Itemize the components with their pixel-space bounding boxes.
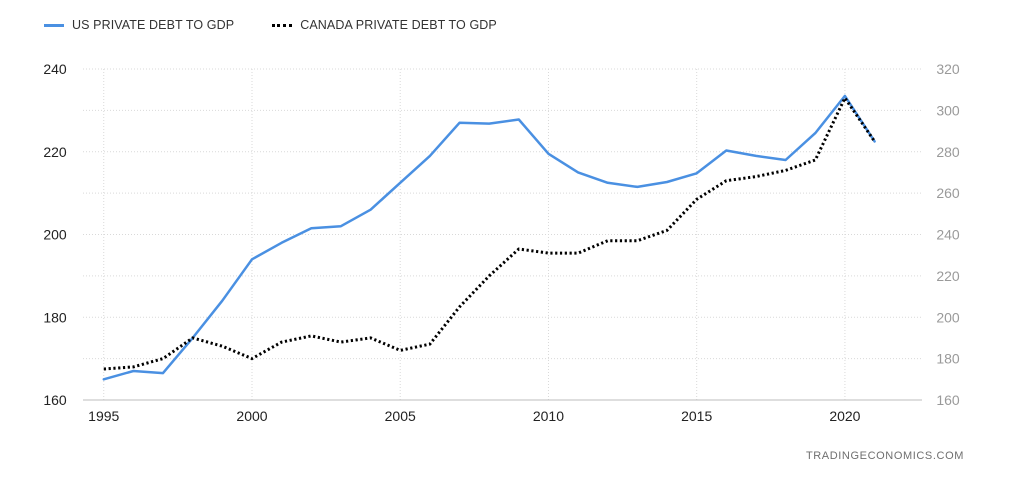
y-left-tick-label: 220	[43, 144, 67, 160]
legend-label-us: US PRIVATE DEBT TO GDP	[72, 18, 235, 32]
y-left-tick-label: 160	[43, 392, 67, 408]
chart-legend: US PRIVATE DEBT TO GDP CANADA PRIVATE DE…	[44, 18, 497, 32]
y-right-tick-label: 320	[936, 61, 960, 77]
x-tick-label: 2020	[829, 408, 860, 424]
x-tick-label: 2005	[385, 408, 416, 424]
legend-item-canada[interactable]: CANADA PRIVATE DEBT TO GDP	[272, 18, 497, 32]
source-credit: TRADINGECONOMICS.COM	[805, 450, 964, 462]
legend-swatch-canada	[272, 23, 293, 27]
legend-item-us[interactable]: US PRIVATE DEBT TO GDP	[44, 18, 234, 32]
legend-label-canada: CANADA PRIVATE DEBT TO GDP	[300, 18, 497, 32]
y-left-tick-label: 200	[43, 227, 67, 243]
x-tick-label: 2015	[681, 408, 712, 424]
series-line-canada	[103, 96, 876, 371]
y-right-tick-label: 220	[936, 268, 960, 284]
x-tick-label: 2000	[236, 408, 267, 424]
y-right-tick-label: 160	[936, 392, 960, 408]
y-right-tick-label: 200	[936, 309, 960, 325]
legend-swatch-us	[44, 23, 64, 27]
y-left-tick-label: 240	[43, 61, 67, 77]
y-right-tick-label: 280	[936, 144, 960, 160]
y-right-tick-label: 260	[936, 185, 960, 201]
x-tick-label: 1995	[88, 408, 119, 424]
series-line-us	[102, 94, 876, 381]
x-tick-label: 2010	[533, 408, 564, 424]
y-left-tick-label: 180	[43, 309, 67, 325]
y-right-tick-label: 240	[936, 227, 960, 243]
y-right-tick-label: 180	[936, 351, 960, 367]
y-right-tick-label: 300	[936, 102, 960, 118]
